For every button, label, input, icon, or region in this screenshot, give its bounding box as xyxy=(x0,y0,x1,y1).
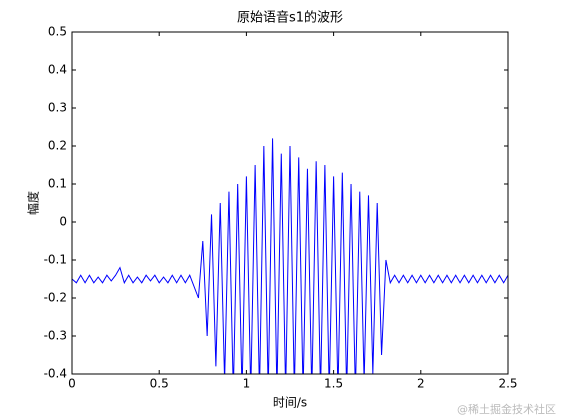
waveform xyxy=(72,138,508,374)
x-tick-label: 2 xyxy=(417,377,425,391)
watermark: @稀土掘金技术社区 xyxy=(457,402,556,416)
y-tick-label: -0.3 xyxy=(44,329,67,343)
y-tick-label: 0 xyxy=(59,215,67,229)
y-tick-label: 0.5 xyxy=(48,25,67,39)
y-tick-label: 0.1 xyxy=(48,177,67,191)
chart-title: 原始语音s1的波形 xyxy=(237,10,343,26)
y-tick-label: 0.4 xyxy=(48,63,67,77)
y-tick-label: -0.2 xyxy=(44,291,67,305)
y-axis-label: 幅度 xyxy=(26,191,41,215)
x-tick-label: 0 xyxy=(68,377,76,391)
y-tick-label: 0.3 xyxy=(48,101,67,115)
x-axis-label: 时间/s xyxy=(273,396,307,410)
y-tick-label: -0.1 xyxy=(44,253,67,267)
y-tick-label: 0.2 xyxy=(48,139,67,153)
x-tick-label: 1.5 xyxy=(324,377,343,391)
x-tick-label: 0.5 xyxy=(150,377,169,391)
plot-frame xyxy=(71,31,509,375)
x-tick-label: 1 xyxy=(243,377,251,391)
x-tick-label: 2.5 xyxy=(498,377,517,391)
y-tick-label: -0.4 xyxy=(44,367,67,381)
